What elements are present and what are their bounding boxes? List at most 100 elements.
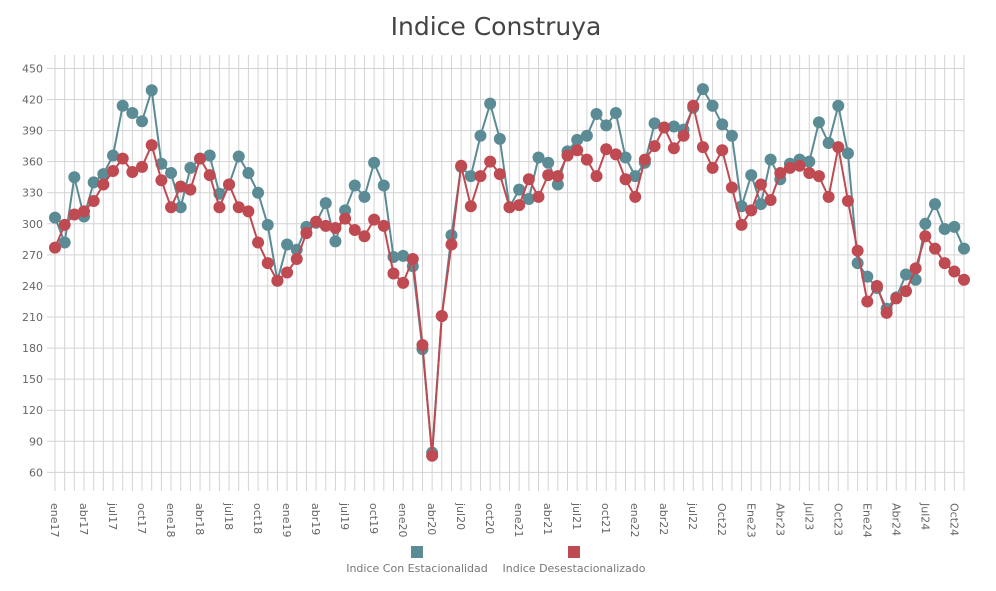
data-point[interactable]	[145, 139, 158, 152]
data-point[interactable]	[136, 115, 149, 128]
data-point[interactable]	[435, 309, 448, 322]
data-point[interactable]	[658, 121, 671, 134]
data-point[interactable]	[329, 221, 342, 234]
data-point[interactable]	[638, 153, 651, 166]
data-point[interactable]	[513, 199, 526, 212]
data-point[interactable]	[87, 176, 100, 189]
data-point[interactable]	[213, 201, 226, 214]
data-point[interactable]	[841, 195, 854, 208]
data-point[interactable]	[58, 236, 71, 249]
data-point[interactable]	[928, 198, 941, 211]
data-point[interactable]	[503, 201, 516, 214]
data-point[interactable]	[290, 253, 303, 266]
data-point[interactable]	[542, 169, 555, 182]
data-point[interactable]	[464, 200, 477, 213]
data-point[interactable]	[600, 119, 613, 132]
data-point[interactable]	[590, 108, 603, 121]
data-point[interactable]	[484, 155, 497, 168]
data-point[interactable]	[397, 276, 410, 289]
data-point[interactable]	[880, 306, 893, 319]
data-point[interactable]	[426, 449, 439, 462]
data-point[interactable]	[561, 149, 574, 162]
data-point[interactable]	[165, 167, 178, 180]
data-point[interactable]	[735, 218, 748, 231]
data-point[interactable]	[716, 118, 729, 131]
data-point[interactable]	[629, 190, 642, 203]
data-point[interactable]	[803, 155, 816, 168]
data-point[interactable]	[261, 257, 274, 270]
data-point[interactable]	[812, 116, 825, 129]
data-point[interactable]	[377, 219, 390, 232]
data-point[interactable]	[174, 180, 187, 193]
data-point[interactable]	[774, 167, 787, 180]
data-point[interactable]	[735, 200, 748, 213]
data-point[interactable]	[474, 170, 487, 183]
data-point[interactable]	[126, 106, 139, 119]
data-point[interactable]	[377, 179, 390, 192]
data-point[interactable]	[832, 141, 845, 154]
data-point[interactable]	[68, 171, 81, 184]
data-point[interactable]	[648, 140, 661, 153]
data-point[interactable]	[445, 238, 458, 251]
data-point[interactable]	[590, 170, 603, 183]
data-point[interactable]	[899, 268, 912, 281]
data-point[interactable]	[281, 266, 294, 279]
data-point[interactable]	[629, 170, 642, 183]
data-point[interactable]	[938, 222, 951, 235]
data-point[interactable]	[155, 174, 168, 187]
data-point[interactable]	[406, 253, 419, 266]
data-point[interactable]	[716, 144, 729, 157]
data-point[interactable]	[484, 97, 497, 110]
data-point[interactable]	[242, 205, 255, 218]
data-point[interactable]	[851, 257, 864, 270]
data-point[interactable]	[339, 212, 352, 225]
data-point[interactable]	[687, 99, 700, 112]
data-point[interactable]	[812, 170, 825, 183]
data-point[interactable]	[938, 257, 951, 270]
data-point[interactable]	[609, 148, 622, 161]
data-point[interactable]	[648, 117, 661, 130]
data-point[interactable]	[861, 295, 874, 308]
data-point[interactable]	[764, 153, 777, 166]
legend-label-con-estacionalidad[interactable]: Indice Con Estacionalidad	[346, 562, 488, 575]
data-point[interactable]	[387, 267, 400, 280]
data-point[interactable]	[822, 137, 835, 150]
data-point[interactable]	[136, 160, 149, 173]
data-point[interactable]	[474, 129, 487, 142]
data-point[interactable]	[803, 167, 816, 180]
data-point[interactable]	[358, 190, 371, 203]
data-point[interactable]	[928, 242, 941, 255]
data-point[interactable]	[232, 201, 245, 214]
data-point[interactable]	[571, 133, 584, 146]
data-point[interactable]	[551, 170, 564, 183]
data-point[interactable]	[223, 178, 236, 191]
legend-swatch-desestacionalizado[interactable]	[568, 546, 580, 558]
data-point[interactable]	[78, 205, 91, 218]
data-point[interactable]	[464, 170, 477, 183]
data-point[interactable]	[754, 178, 767, 191]
data-point[interactable]	[551, 178, 564, 191]
data-point[interactable]	[58, 218, 71, 231]
data-point[interactable]	[793, 159, 806, 172]
data-point[interactable]	[542, 156, 555, 169]
data-point[interactable]	[493, 132, 506, 145]
data-point[interactable]	[97, 168, 110, 181]
legend-label-desestacionalizado[interactable]: Indice Desestacionalizado	[503, 562, 646, 575]
data-point[interactable]	[368, 156, 381, 169]
data-point[interactable]	[754, 198, 767, 211]
data-point[interactable]	[919, 230, 932, 243]
data-point[interactable]	[764, 193, 777, 206]
data-point[interactable]	[783, 161, 796, 174]
data-point[interactable]	[580, 129, 593, 142]
data-point[interactable]	[174, 201, 187, 214]
data-point[interactable]	[619, 151, 632, 164]
data-point[interactable]	[609, 106, 622, 119]
data-point[interactable]	[909, 262, 922, 275]
data-point[interactable]	[145, 84, 158, 97]
data-point[interactable]	[851, 244, 864, 257]
data-point[interactable]	[97, 178, 110, 191]
data-point[interactable]	[68, 208, 81, 221]
data-point[interactable]	[203, 169, 216, 182]
data-point[interactable]	[252, 236, 265, 249]
data-point[interactable]	[319, 197, 332, 210]
